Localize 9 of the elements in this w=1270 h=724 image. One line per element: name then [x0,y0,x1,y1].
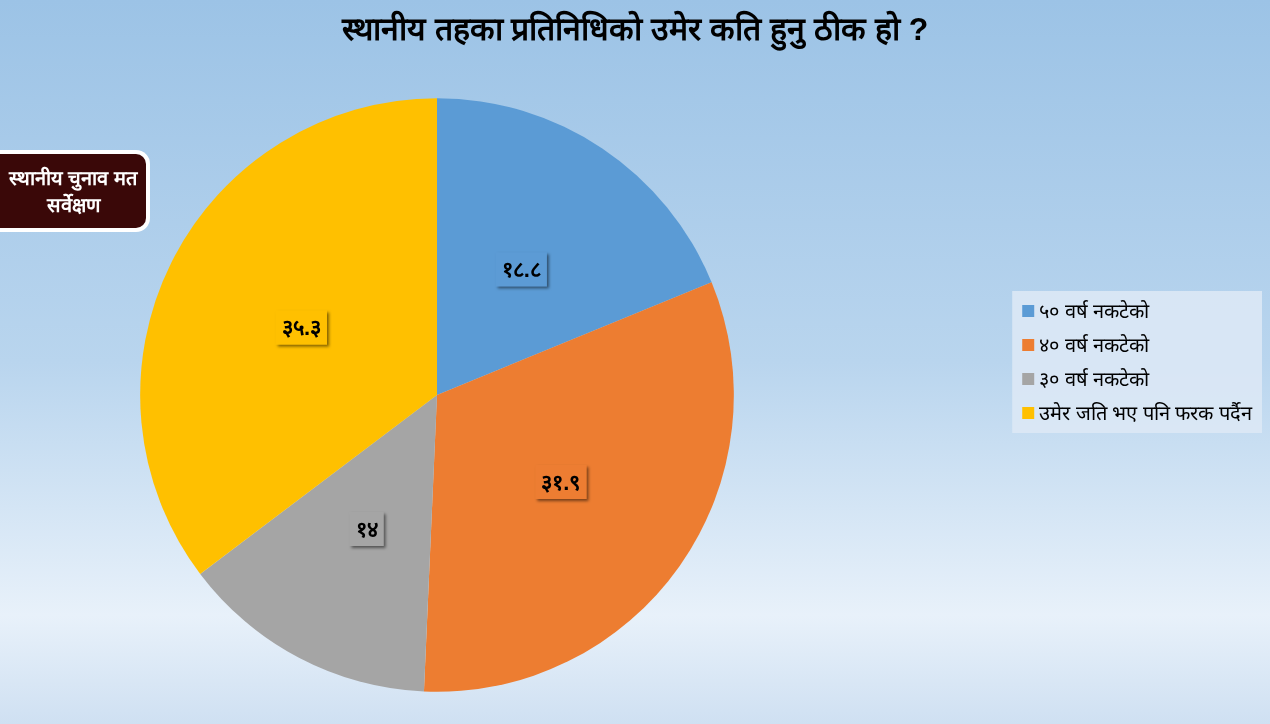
data-label: १४ [355,516,378,542]
data-label: ३५.३ [281,315,321,341]
chart-title: स्थानीय तहका प्रतिनिधिको उमेर कति हुनु ठीक हो ? [340,10,929,51]
legend-label: उमेर जति भए पनि फरक पर्दैन [1039,402,1253,424]
legend-label: ३० वर्ष नकटेको [1039,368,1151,390]
legend-label: ५० वर्ष नकटेको [1039,300,1151,322]
data-label: १८.८ [501,256,541,282]
data-label: ३१.९ [541,469,581,495]
legend-label: ४० वर्ष नकटेको [1039,334,1151,356]
